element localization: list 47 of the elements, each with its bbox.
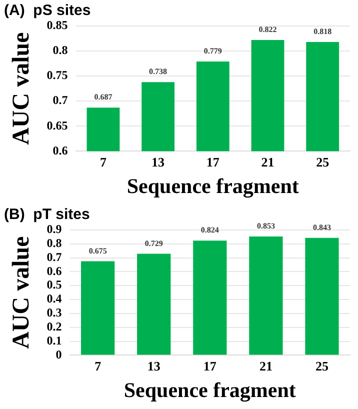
x-tick-label: 25 bbox=[316, 154, 330, 170]
x-tick-label: 7 bbox=[100, 154, 107, 170]
data-label: 0.729 bbox=[144, 238, 163, 248]
y-tick-label: 0.6 bbox=[46, 264, 62, 278]
data-label: 0.738 bbox=[149, 67, 168, 76]
x-axis-title: Sequence fragment bbox=[124, 378, 296, 402]
chart-title: (A) pS sites bbox=[4, 2, 91, 20]
y-tick-label: 0.8 bbox=[46, 236, 62, 250]
x-tick-label: 21 bbox=[261, 154, 274, 170]
y-axis-title: AUC value bbox=[8, 32, 35, 145]
data-label: 0.687 bbox=[94, 92, 112, 102]
data-label: 0.824 bbox=[200, 226, 219, 235]
y-tick-label: 0.2 bbox=[46, 319, 62, 334]
y-tick-label: 0.3 bbox=[46, 306, 62, 320]
data-label: 0.822 bbox=[258, 25, 277, 34]
y-tick-label: 0.65 bbox=[46, 118, 68, 132]
x-tick-label: 17 bbox=[206, 154, 220, 170]
data-label: 0.779 bbox=[204, 46, 222, 56]
bar bbox=[305, 238, 339, 355]
x-tick-label: 13 bbox=[147, 358, 161, 374]
y-tick-label: 0.85 bbox=[46, 18, 68, 32]
data-label: 0.853 bbox=[256, 222, 275, 231]
y-tick-label: 0.4 bbox=[46, 292, 62, 306]
x-tick-label: 21 bbox=[259, 358, 272, 374]
x-tick-label: 17 bbox=[203, 358, 217, 374]
x-tick-label: 7 bbox=[94, 358, 102, 374]
data-label: 0.843 bbox=[312, 222, 331, 232]
bar bbox=[81, 261, 115, 355]
y-tick-label: 0.75 bbox=[46, 68, 68, 82]
bar bbox=[193, 240, 227, 355]
y-tick-label: 0.6 bbox=[52, 143, 68, 158]
y-tick-label: 0.5 bbox=[46, 278, 62, 292]
y-axis-title: AUC value bbox=[8, 236, 35, 349]
y-tick-label: 0.1 bbox=[46, 333, 62, 348]
bar bbox=[137, 254, 171, 355]
data-label: 0.818 bbox=[314, 27, 332, 36]
y-tick-label: 0.8 bbox=[52, 43, 68, 58]
chart-title: (B) pT sites bbox=[4, 206, 90, 224]
y-tick-label: 0 bbox=[56, 347, 62, 362]
y-tick-label: 0.7 bbox=[46, 250, 62, 264]
x-tick-label: 25 bbox=[315, 358, 329, 374]
y-tick-label: 0.7 bbox=[52, 93, 68, 108]
x-axis-title: Sequence fragment bbox=[126, 174, 299, 198]
y-tick-label: 0.9 bbox=[46, 222, 62, 236]
data-label: 0.675 bbox=[88, 246, 107, 256]
bar bbox=[249, 236, 283, 355]
x-tick-label: 13 bbox=[152, 154, 166, 170]
